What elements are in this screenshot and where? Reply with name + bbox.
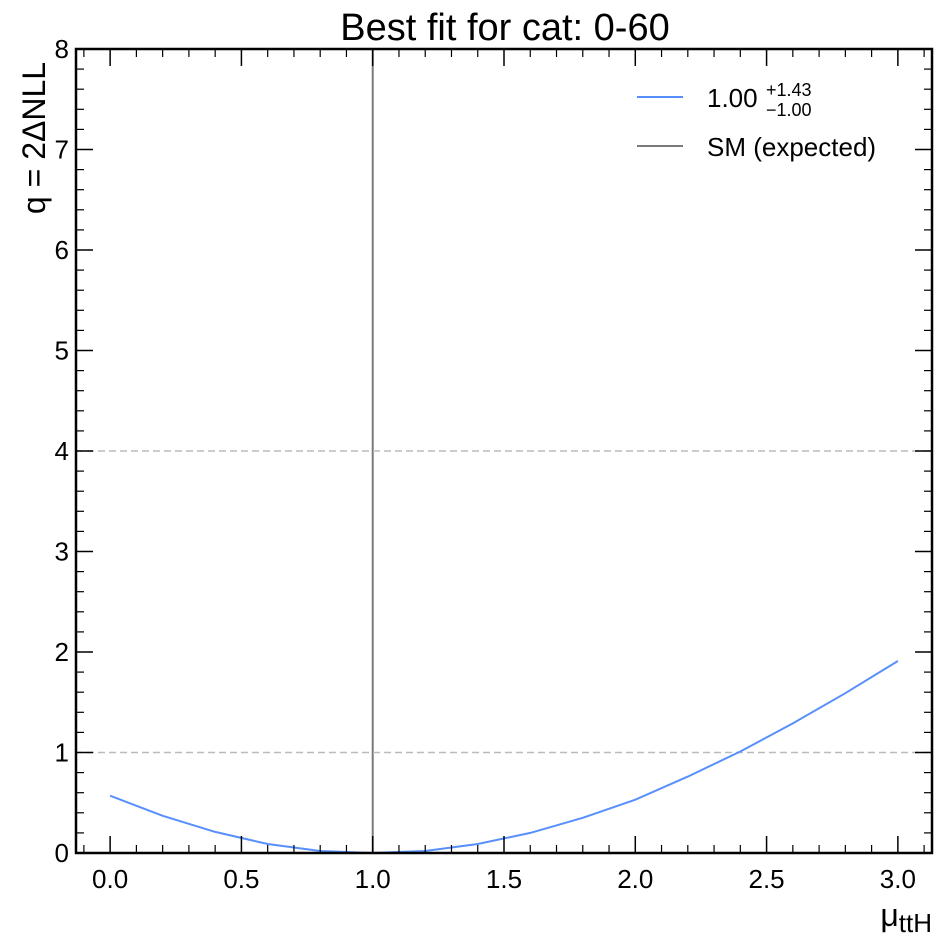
plot-frame	[74, 47, 934, 855]
x-axis-label-main: μ	[880, 897, 898, 933]
x-tick-label: 0.0	[92, 864, 128, 894]
x-axis-label: μttH	[880, 897, 932, 938]
legend: 1.00 +1.43 −1.00 SM (expected)	[637, 80, 876, 162]
y-tick-label: 0	[55, 838, 69, 868]
y-tick-label: 8	[55, 34, 69, 64]
x-tick-label: 0.5	[223, 864, 259, 894]
legend-label-fit-sub: −1.00	[766, 100, 812, 120]
x-tick-label: 2.0	[617, 864, 653, 894]
legend-label-fit-sup: +1.43	[766, 80, 812, 100]
x-tick-label: 2.5	[748, 864, 784, 894]
legend-label-fit-main: 1.00	[707, 83, 758, 113]
x-axis-label-sub: ttH	[899, 908, 932, 938]
y-axis-label: q = 2ΔNLL	[16, 62, 52, 214]
series-group	[109, 660, 899, 855]
y-tick-label: 6	[55, 235, 69, 265]
x-tick-label: 1.0	[355, 864, 391, 894]
y-tick-label: 4	[55, 436, 69, 466]
y-tick-label: 2	[55, 637, 69, 667]
ticks-group: 0.0 0.5 1.0 1.5 2.0 2.5 3.0 0 1 2 3 4 5 6 7 8	[55, 34, 932, 894]
reference-lines	[76, 49, 932, 853]
legend-label-sm: SM (expected)	[707, 132, 876, 162]
chart-title: Best fit for cat: 0-60	[340, 7, 669, 49]
y-tick-label: 3	[55, 537, 69, 567]
y-tick-label: 7	[55, 135, 69, 165]
y-tick-label: 1	[55, 738, 69, 768]
y-tick-label: 5	[55, 336, 69, 366]
series-line-0	[109, 660, 899, 855]
x-tick-label: 1.5	[486, 864, 522, 894]
x-tick-label: 3.0	[880, 864, 916, 894]
